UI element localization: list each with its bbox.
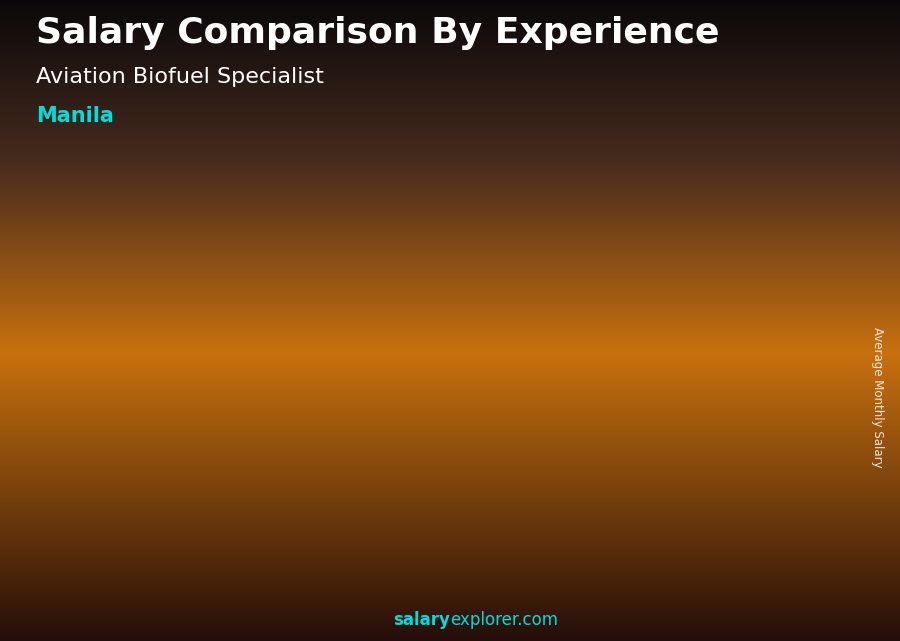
Text: ★: ★: [736, 101, 742, 106]
Circle shape: [702, 60, 724, 85]
Bar: [86, 464, 157, 564]
Text: salary: salary: [393, 612, 450, 629]
Text: 45,900 PHP: 45,900 PHP: [202, 436, 297, 451]
Text: ★: ★: [683, 101, 688, 106]
Text: 78,900 PHP: 78,900 PHP: [585, 339, 680, 354]
Text: 72,200 PHP: 72,200 PHP: [457, 359, 553, 374]
Bar: [598, 333, 668, 564]
Text: explorer.com: explorer.com: [450, 612, 558, 629]
FancyArrowPatch shape: [123, 416, 244, 457]
Text: Aviation Biofuel Specialist: Aviation Biofuel Specialist: [36, 67, 324, 87]
Bar: [680, 19, 855, 72]
Text: 34,200 PHP: 34,200 PHP: [74, 470, 169, 485]
FancyArrowPatch shape: [251, 378, 372, 422]
Text: ★: ★: [710, 31, 716, 35]
Text: Manila: Manila: [36, 106, 114, 126]
Text: 59,600 PHP: 59,600 PHP: [329, 395, 425, 411]
FancyArrowPatch shape: [507, 314, 627, 345]
FancyArrowPatch shape: [634, 299, 755, 326]
Text: 83,000 PHP: 83,000 PHP: [713, 327, 808, 342]
Text: Salary Comparison By Experience: Salary Comparison By Experience: [36, 16, 719, 50]
Bar: [680, 72, 855, 125]
FancyArrowPatch shape: [379, 340, 500, 383]
Bar: [214, 429, 284, 564]
Text: +9%: +9%: [541, 272, 597, 292]
Text: +30%: +30%: [277, 321, 349, 341]
Text: +21%: +21%: [405, 284, 477, 304]
Text: Average Monthly Salary: Average Monthly Salary: [871, 327, 884, 468]
Text: +34%: +34%: [149, 366, 221, 386]
Text: +5%: +5%: [669, 265, 725, 285]
Polygon shape: [680, 19, 748, 125]
Bar: [470, 353, 540, 564]
Bar: [725, 321, 796, 564]
Bar: [342, 390, 412, 564]
